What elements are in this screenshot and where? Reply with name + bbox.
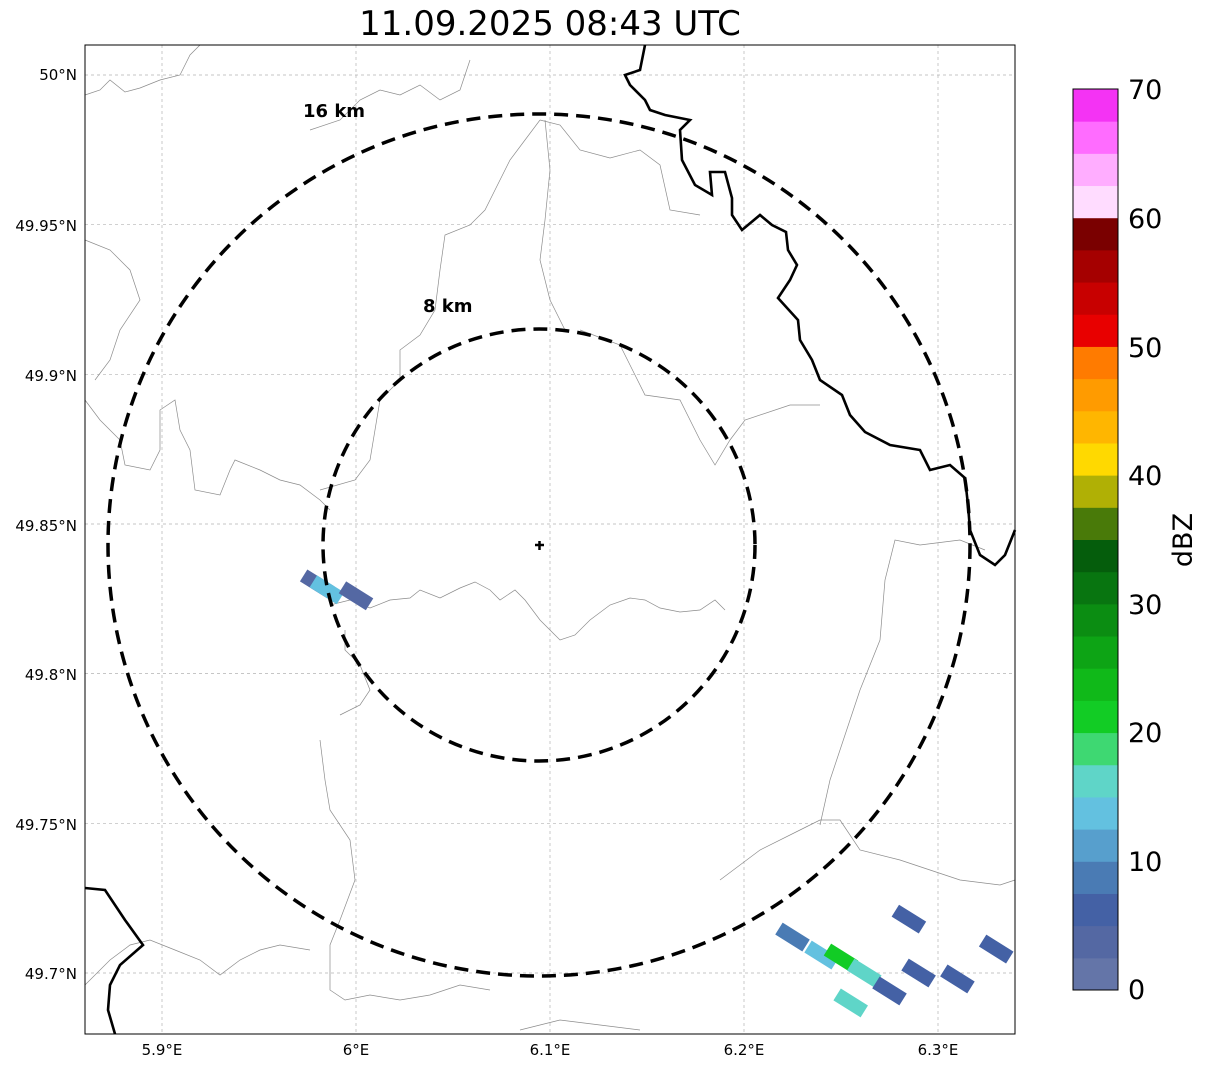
colorbar-segment — [1073, 829, 1118, 862]
echo-cell — [872, 976, 907, 1006]
colorbar-segment — [1073, 571, 1118, 605]
lon-axis: 5.9°E 6°E 6.1°E 6.2°E 6.3°E — [142, 1041, 959, 1059]
colorbar-tick: 40 — [1128, 461, 1162, 492]
colorbar-segment — [1073, 185, 1118, 219]
echo-cell — [833, 988, 868, 1018]
colorbar-ticks: 70 60 50 40 30 20 10 0 — [1128, 75, 1162, 1006]
ring-label-16km: 16 km — [303, 101, 365, 122]
colorbar-tick: 70 — [1128, 75, 1162, 106]
colorbar-segment — [1073, 861, 1118, 894]
country-border-southwest — [84, 886, 145, 1035]
colorbar-segment — [1073, 603, 1118, 637]
country-border-east — [623, 44, 1017, 567]
lon-tick: 6.2°E — [724, 1041, 765, 1059]
colorbar-segment — [1073, 410, 1118, 444]
colorbar-tick: 60 — [1128, 204, 1162, 235]
colorbar-segment — [1073, 475, 1118, 508]
colorbar-segment — [1073, 668, 1118, 701]
colorbar-segment — [1073, 314, 1118, 347]
colorbar-segment — [1073, 796, 1118, 830]
colorbar-tick: 0 — [1128, 975, 1145, 1006]
map-area: 16 km 8 km — [84, 44, 1017, 1035]
colorbar-segment — [1073, 507, 1118, 540]
radar-site-cross-icon — [535, 541, 544, 550]
colorbar-frame — [1072, 88, 1119, 991]
colorbar-segment — [1073, 636, 1118, 669]
colorbar-segment — [1073, 378, 1118, 412]
colorbar-segment — [1073, 732, 1118, 766]
colorbar-tick: 10 — [1128, 847, 1162, 878]
lat-tick: 49.7°N — [25, 965, 77, 983]
colorbar-segment — [1073, 539, 1118, 573]
colorbar-segment — [1073, 153, 1118, 187]
radar-echoes — [299, 569, 1014, 1018]
echo-cell — [804, 940, 839, 970]
colorbar-segment — [1073, 217, 1118, 251]
colorbar-segment — [1073, 282, 1118, 315]
echo-cell — [823, 943, 859, 973]
colorbar-tick: 50 — [1128, 333, 1162, 364]
colorbar-label: dBZ — [1168, 513, 1199, 567]
admin-borders — [84, 44, 1016, 1031]
range-ring-16km — [106, 112, 972, 978]
range-ring-8km — [321, 327, 757, 763]
echo-cell — [775, 922, 810, 952]
lon-tick: 6.3°E — [918, 1041, 959, 1059]
colorbar-segment — [1073, 700, 1118, 734]
echo-cell — [901, 958, 936, 988]
colorbar-tick: 30 — [1128, 590, 1162, 621]
echo-cell — [940, 964, 975, 994]
echo-cell — [978, 934, 1014, 964]
lon-tick: 6.1°E — [530, 1041, 571, 1059]
lat-tick: 49.95°N — [15, 217, 77, 235]
colorbar-segment — [1073, 925, 1118, 959]
colorbar-segment — [1073, 893, 1118, 927]
echo-cell — [338, 581, 374, 611]
ring-label-8km: 8 km — [423, 296, 473, 317]
echo-cell — [891, 904, 927, 934]
echo-cell — [847, 958, 882, 988]
lat-tick: 49.75°N — [15, 816, 77, 834]
lat-tick: 50°N — [39, 66, 77, 84]
colorbar-segment — [1073, 89, 1118, 122]
lon-tick: 5.9°E — [142, 1041, 183, 1059]
echo-cell — [309, 575, 345, 605]
colorbar-segment — [1073, 957, 1118, 991]
colorbar-tick: 20 — [1128, 718, 1162, 749]
map-title: 11.09.2025 08:43 UTC — [359, 4, 741, 44]
colorbar-segment — [1073, 764, 1118, 798]
colorbar — [1072, 88, 1119, 991]
lat-tick: 49.85°N — [15, 517, 77, 535]
lat-tick: 49.8°N — [25, 666, 77, 684]
gridlines — [85, 45, 1015, 1034]
lat-axis: 50°N 49.95°N 49.9°N 49.85°N 49.8°N 49.75… — [15, 66, 77, 983]
colorbar-segment — [1073, 121, 1118, 154]
lon-tick: 6°E — [343, 1041, 370, 1059]
colorbar-segment — [1073, 346, 1118, 380]
lat-tick: 49.9°N — [25, 367, 77, 385]
colorbar-segment — [1073, 442, 1118, 476]
colorbar-segment — [1073, 249, 1118, 283]
map-frame — [84, 44, 1016, 1035]
